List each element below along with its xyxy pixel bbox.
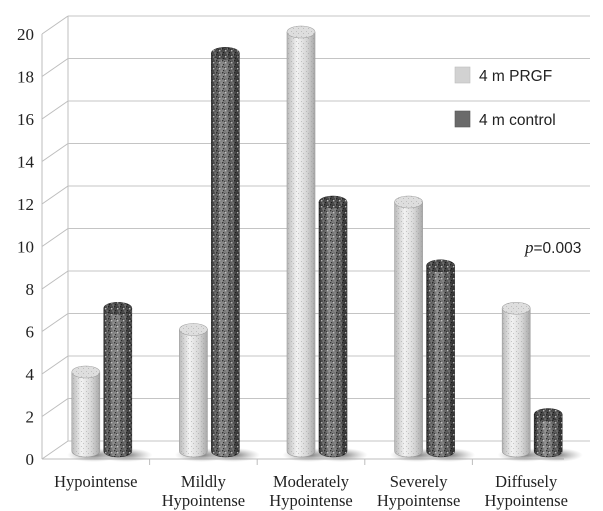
y-tick-label: 8 bbox=[26, 280, 35, 299]
y-tick-label: 2 bbox=[26, 408, 35, 427]
y-tick-label: 16 bbox=[17, 110, 34, 129]
y-tick-label: 10 bbox=[17, 238, 34, 257]
x-tick-label: Mildly Hypointense bbox=[162, 472, 245, 510]
gridline-diagonal bbox=[41, 15, 69, 35]
bar-control bbox=[211, 46, 240, 458]
annotation: p=0.003 bbox=[524, 238, 581, 257]
gridline-diagonal bbox=[41, 100, 69, 120]
gridline-diagonal bbox=[41, 143, 69, 162]
gridline-diagonal bbox=[41, 228, 69, 247]
gridline-diagonal bbox=[41, 398, 69, 417]
bar-prgf bbox=[179, 323, 208, 458]
gridline-diagonal bbox=[41, 440, 69, 460]
y-tick-label: 14 bbox=[17, 153, 35, 172]
legend-label: 4 m control bbox=[479, 112, 556, 129]
x-axis-labels: Hypointense Mildly Hypointense Moderately Hy… bbox=[54, 459, 568, 510]
bar-control bbox=[318, 195, 348, 458]
bars bbox=[67, 25, 583, 462]
gridline-diagonal bbox=[41, 270, 69, 290]
p-value-annotation: p=0.003 bbox=[524, 238, 581, 257]
y-tick-label: 6 bbox=[26, 323, 35, 342]
bar-control bbox=[426, 259, 455, 458]
bar-prgf bbox=[394, 195, 423, 458]
y-tick-label: 0 bbox=[26, 450, 35, 469]
y-tick-label: 4 bbox=[26, 365, 35, 384]
legend: 4 m PRGF 4 m control bbox=[454, 66, 556, 129]
bar-prgf bbox=[71, 365, 101, 458]
y-tick-label: 12 bbox=[17, 195, 34, 214]
legend-label: 4 m PRGF bbox=[479, 68, 552, 85]
bar-control bbox=[533, 408, 563, 458]
gridline-diagonal bbox=[41, 185, 69, 205]
x-tick-label: Diffusely Hypointense bbox=[484, 472, 567, 510]
legend-swatch bbox=[454, 66, 471, 84]
x-tick-label: Severely Hypointense bbox=[377, 472, 460, 510]
legend-swatch bbox=[454, 110, 471, 128]
gridline-diagonal bbox=[41, 313, 69, 332]
y-tick-label: 18 bbox=[17, 68, 34, 87]
y-axis: 0 2 4 6 8 10 12 14 16 18 20 bbox=[17, 25, 43, 469]
x-tick-label: Hypointense bbox=[54, 472, 137, 491]
bar-prgf bbox=[286, 25, 316, 458]
bar-control bbox=[103, 301, 133, 458]
gridline-diagonal bbox=[41, 355, 69, 375]
y-tick-label: 20 bbox=[17, 25, 34, 44]
bar-prgf bbox=[501, 301, 531, 458]
x-tick-label: Moderately Hypointense bbox=[269, 472, 352, 510]
gridline-diagonal bbox=[41, 58, 69, 77]
